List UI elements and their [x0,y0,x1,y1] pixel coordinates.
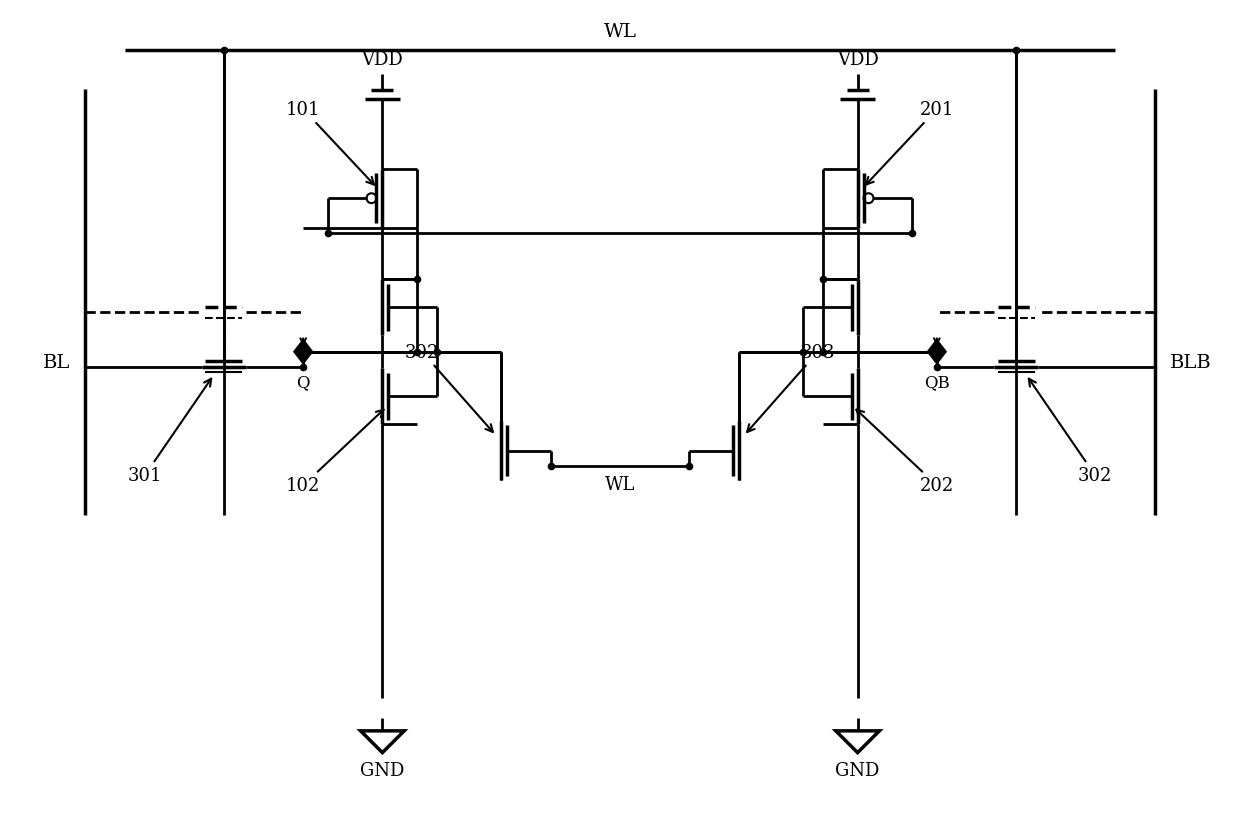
Text: 202: 202 [857,410,954,495]
Text: BLB: BLB [1169,353,1211,371]
Text: VDD: VDD [362,50,403,69]
Text: GND: GND [836,761,880,778]
Polygon shape [928,341,946,364]
Text: Q: Q [296,374,310,391]
Text: QB: QB [924,374,950,391]
Text: GND: GND [360,761,404,778]
Polygon shape [294,341,312,364]
Text: WL: WL [605,476,635,494]
Text: BL: BL [43,353,71,371]
Text: WL: WL [604,23,636,41]
Text: 201: 201 [866,101,954,186]
Text: 101: 101 [286,101,374,186]
Text: 102: 102 [286,410,383,495]
Text: 303: 303 [748,344,836,432]
Text: 302: 302 [404,344,492,432]
Text: 302: 302 [1029,380,1112,485]
Text: VDD: VDD [837,50,878,69]
Text: 301: 301 [128,380,211,485]
